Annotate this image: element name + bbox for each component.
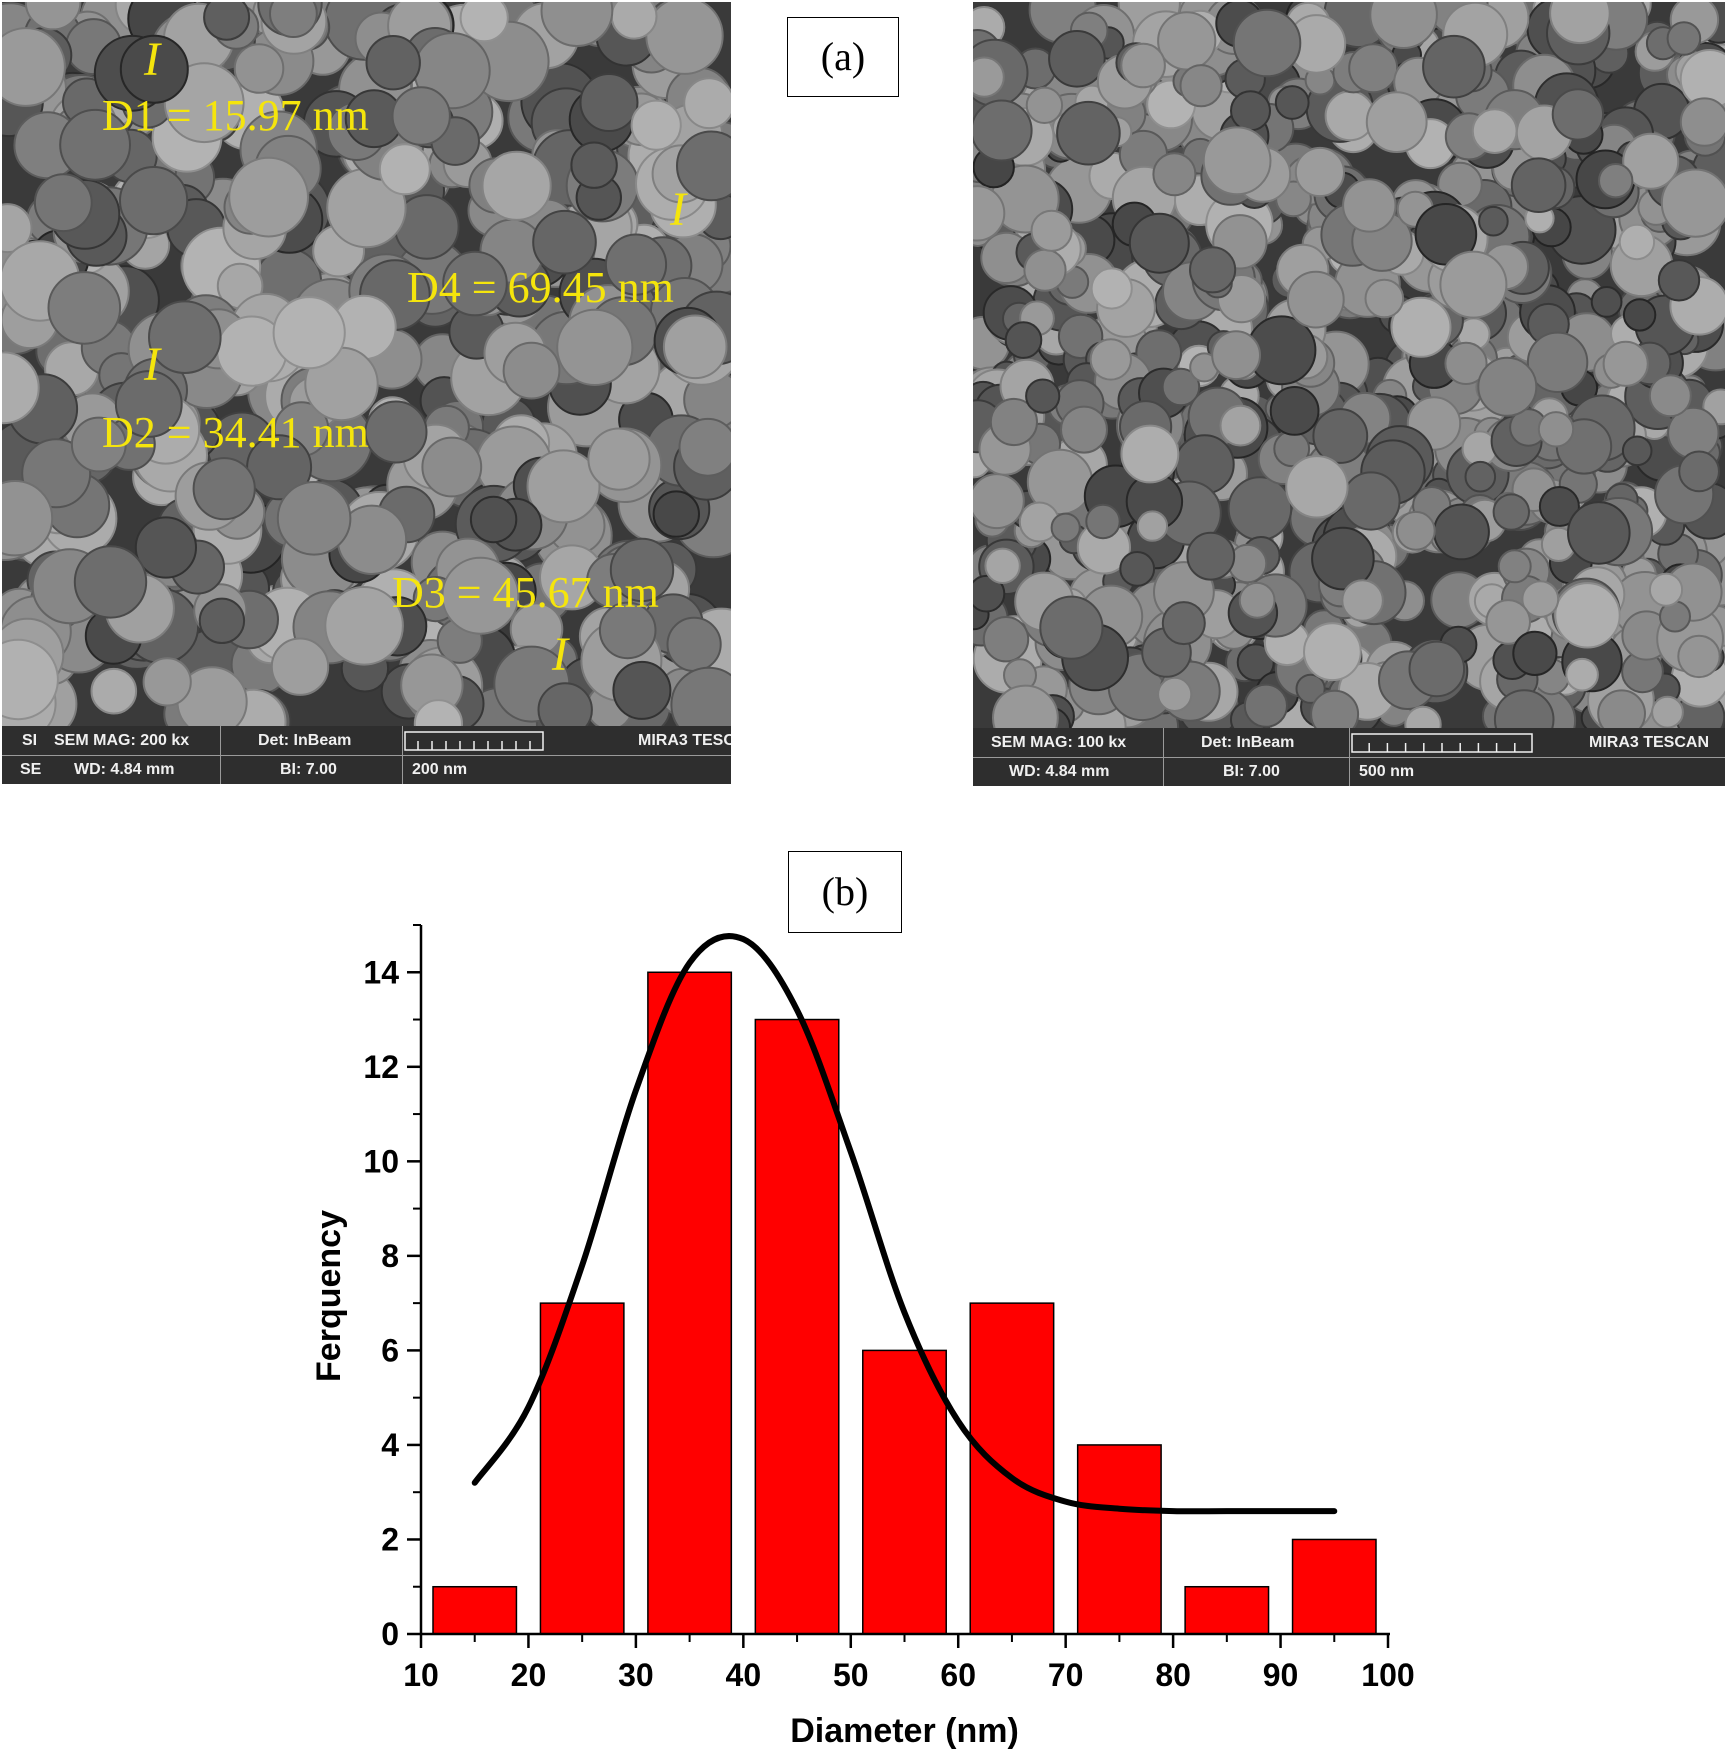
info-brand: MIRA3 TESC (638, 732, 731, 749)
scale-bar-icon (1351, 733, 1533, 753)
histogram-bar-1 (432, 1585, 518, 1635)
x-tick-label: 80 (1155, 1657, 1191, 1693)
y-tick-label: 6 (381, 1332, 399, 1368)
info-det: Det: InBeam (258, 732, 352, 749)
info-prefix-si: SI (22, 732, 38, 749)
histogram-bar-9 (1291, 1538, 1377, 1635)
panel-label-b: (b) (788, 851, 902, 933)
measure-tick-d1: I (144, 33, 160, 86)
y-axis-title: Ferquency (310, 1210, 348, 1382)
y-tick-label: 12 (363, 1049, 399, 1085)
measurement-d2: D2 = 34.41 nm (102, 408, 369, 457)
histogram-bar-3 (647, 971, 733, 1635)
y-tick-label: 2 (381, 1521, 399, 1557)
x-tick-label: 30 (618, 1657, 654, 1693)
sem-texture-right (973, 2, 1725, 728)
x-tick-label: 70 (1048, 1657, 1084, 1693)
info-wd: WD: 4.84 mm (74, 761, 175, 778)
measure-tick-d2: I (144, 338, 160, 391)
x-axis-title: Diameter (nm) (790, 1712, 1019, 1750)
measurement-d4: D4 = 69.45 nm (407, 263, 674, 312)
x-tick-label: 60 (940, 1657, 976, 1693)
scale-bar (1351, 732, 1533, 754)
info-scale: 500 nm (1359, 763, 1415, 780)
info-prefix-se: SE (20, 761, 42, 778)
panel-label-a: (a) (787, 17, 899, 97)
measurement-d1: D1 = 15.97 nm (102, 91, 369, 140)
y-tick-label: 10 (363, 1143, 399, 1179)
x-tick-label: 20 (511, 1657, 547, 1693)
y-tick-label: 4 (381, 1427, 399, 1463)
info-mag: SEM MAG: 100 kx (991, 734, 1127, 751)
info-scale: 200 nm (412, 761, 468, 778)
info-brand: MIRA3 TESCAN (1589, 734, 1710, 751)
y-tick-label: 0 (381, 1616, 399, 1652)
x-tick-label: 10 (403, 1657, 439, 1693)
y-tick-label: 8 (381, 1238, 399, 1274)
x-tick-label: 100 (1361, 1657, 1414, 1693)
info-bar-divider (220, 726, 221, 784)
info-bi: BI: 7.00 (1223, 763, 1280, 780)
sem-info-bar-left: SI SEM MAG: 200 kx Det: InBeam MIRA3 TES… (2, 726, 731, 784)
histogram-bar-5 (862, 1349, 947, 1635)
sem-image-right: SEM MAG: 100 kx Det: InBeam MIRA3 TESCAN… (973, 2, 1725, 786)
info-bi: BI: 7.00 (280, 761, 337, 778)
info-bar-divider (402, 726, 403, 784)
histogram-bar-6 (969, 1302, 1055, 1635)
info-det: Det: InBeam (1201, 734, 1295, 751)
info-wd: WD: 4.84 mm (1009, 763, 1110, 780)
info-mag: SEM MAG: 200 kx (54, 732, 190, 749)
y-tick-label: 14 (363, 954, 399, 990)
sem-image-left: I D1 = 15.97 nm I D4 = 69.45 nm I D2 = 3… (2, 2, 731, 784)
measurement-d3: D3 = 45.67 nm (392, 568, 659, 617)
x-tick-label: 40 (726, 1657, 762, 1693)
histogram-bar-8 (1184, 1585, 1270, 1635)
gaussian-fit-curve (471, 933, 1338, 1515)
measure-tick-d3: I (552, 628, 568, 681)
x-tick-label: 50 (833, 1657, 869, 1693)
histogram-bar-2 (539, 1302, 625, 1635)
info-bar-divider (1349, 728, 1350, 786)
histogram-bar-7 (1076, 1444, 1162, 1635)
sem-info-bar-right: SEM MAG: 100 kx Det: InBeam MIRA3 TESCAN… (973, 728, 1725, 786)
histogram-bar-4 (754, 1018, 840, 1635)
measure-tick-d4: I (670, 183, 686, 236)
x-tick-label: 90 (1263, 1657, 1299, 1693)
sem-texture-left (2, 2, 731, 726)
info-bar-divider (2, 755, 731, 756)
info-bar-divider (1163, 728, 1164, 786)
scale-bar (404, 730, 544, 752)
scale-bar-icon (404, 731, 544, 751)
